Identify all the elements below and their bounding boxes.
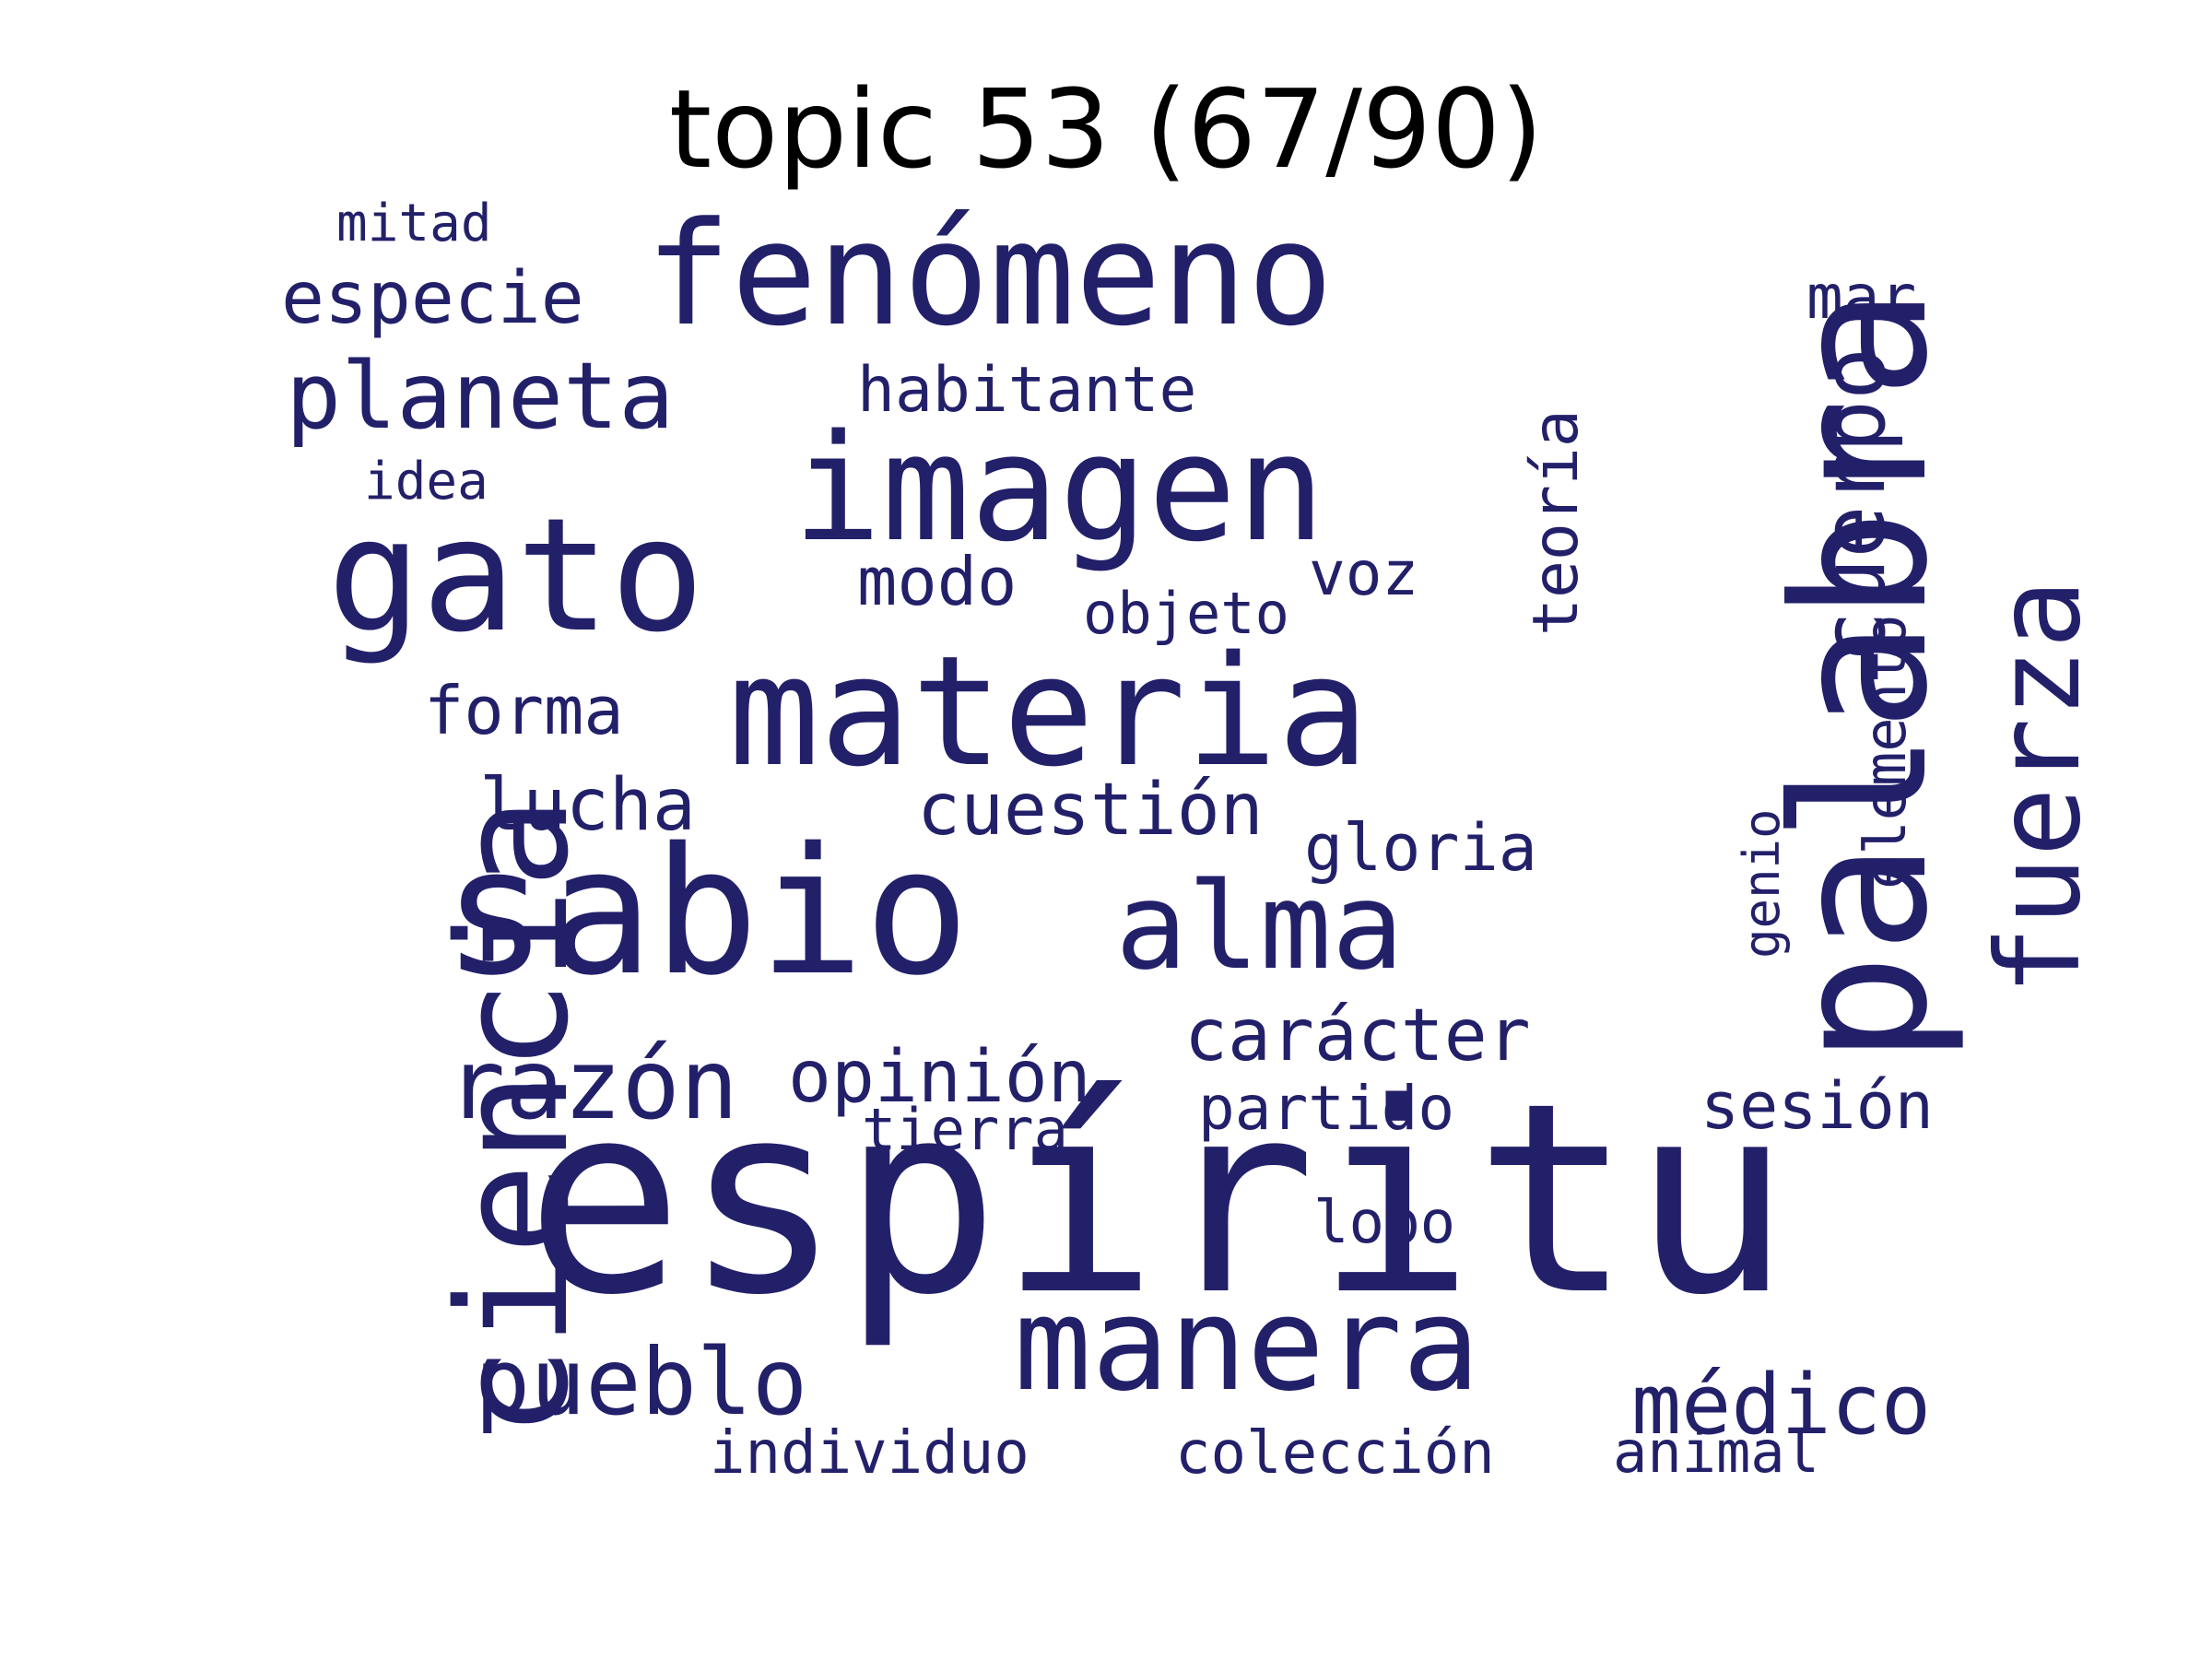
word-cuestion: cuestión	[917, 769, 1264, 852]
word-materia: materia	[728, 623, 1370, 800]
word-genio: genio	[1733, 808, 1791, 959]
word-elemento: elemento	[1852, 614, 1919, 889]
word-alma: alma	[1115, 856, 1405, 996]
word-teoria: teoría	[1520, 409, 1593, 636]
word-idea: idea	[364, 452, 488, 512]
word-individuo: individuo	[710, 1419, 1030, 1488]
word-lobo: lobo	[1313, 1189, 1456, 1257]
word-planeta: planeta	[286, 342, 675, 450]
word-gato: gato	[327, 485, 705, 667]
word-objeto: objeto	[1083, 580, 1289, 647]
word-mar: mar	[1806, 262, 1917, 333]
word-imagen: imagen	[793, 402, 1325, 574]
word-sesion: sesión	[1700, 1068, 1934, 1144]
word-voz: voz	[1309, 538, 1419, 609]
word-pueblo: pueblo	[475, 1328, 808, 1436]
word-caracter: carácter	[1184, 994, 1531, 1077]
figure-title: topic 53 (67/90)	[668, 65, 1544, 193]
word-habitante: habitante	[857, 354, 1197, 427]
word-gloria: gloria	[1304, 810, 1537, 886]
word-animal: animal	[1613, 1418, 1819, 1486]
word-fenomeno: fenómeno	[645, 191, 1334, 358]
word-espiritu: espíritu	[525, 1047, 1791, 1353]
word-medico: médico	[1631, 1357, 1932, 1453]
word-modo: modo	[857, 543, 1018, 620]
word-mitad: mitad	[336, 194, 492, 253]
word-manera: manera	[1014, 1270, 1480, 1420]
word-tierra: tierra	[862, 1096, 1068, 1163]
word-partido: partido	[1198, 1073, 1455, 1144]
word-sabio: sabio	[442, 810, 970, 1014]
word-especie: especie	[281, 257, 584, 340]
word-razon: razón	[447, 1029, 739, 1141]
word-lucha: lucha	[479, 764, 696, 847]
word-opinion: opinión	[788, 1036, 1091, 1119]
word-coleccion: colección	[1175, 1419, 1495, 1488]
word-fuerza: fuerza	[1972, 579, 2106, 995]
word-forma: forma	[424, 672, 624, 749]
